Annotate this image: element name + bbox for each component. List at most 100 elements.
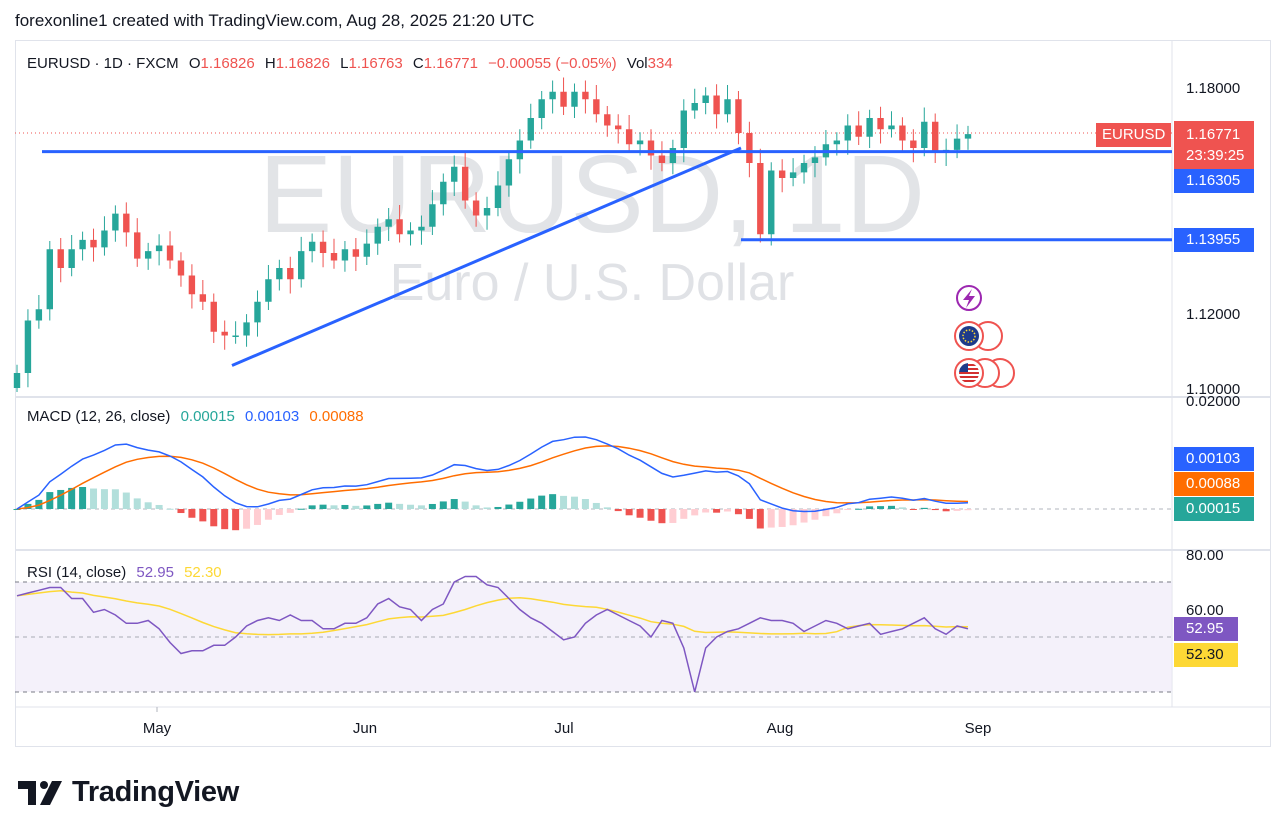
candle-body bbox=[144, 251, 152, 259]
macd-histogram-bar bbox=[680, 509, 688, 519]
candle-body bbox=[778, 170, 786, 178]
macd-histogram-bar bbox=[516, 501, 524, 509]
watermark-symbol: EURUSD, 1D bbox=[259, 133, 925, 256]
candle-body bbox=[735, 99, 742, 133]
tradingview-wordmark: TradingView bbox=[72, 776, 239, 808]
rsi-group bbox=[16, 575, 969, 693]
high-value: 1.16826 bbox=[275, 55, 330, 72]
price-tick-3: 1.10000 bbox=[1186, 381, 1240, 398]
macd-histogram-bar bbox=[232, 509, 240, 531]
macd-histogram-bar bbox=[210, 509, 218, 527]
last-price-tag[interactable]: 1.16771 23:39:25 bbox=[1174, 121, 1254, 169]
macd-histogram-bar bbox=[658, 509, 666, 524]
macd-histogram-bar bbox=[647, 509, 655, 521]
volume-value: 334 bbox=[647, 55, 673, 72]
macd-group bbox=[13, 436, 972, 531]
time-label-jun: Jun bbox=[353, 720, 377, 737]
watermark-description: Euro / U.S. Dollar bbox=[390, 254, 795, 312]
macd-histogram-bar bbox=[417, 505, 425, 509]
macd-signal-line bbox=[16, 445, 969, 510]
us-flag-event-icon[interactable] bbox=[954, 358, 1015, 388]
candle-body bbox=[724, 99, 731, 115]
macd-histogram-bar bbox=[909, 509, 917, 510]
macd-histogram-bar bbox=[407, 504, 415, 509]
candle-body bbox=[505, 159, 513, 186]
macd-histogram-bar bbox=[636, 509, 644, 518]
time-label-may: May bbox=[143, 720, 172, 737]
macd-histogram-bar bbox=[778, 509, 786, 527]
candle-body bbox=[134, 232, 141, 259]
macd-histogram-bar bbox=[833, 509, 841, 514]
candle-body bbox=[757, 163, 764, 235]
rsi-title[interactable]: RSI (14, close) bbox=[27, 564, 127, 581]
candle-body bbox=[768, 170, 775, 235]
tradingview-logo[interactable]: TradingView bbox=[18, 776, 239, 809]
macd-histogram-bar bbox=[221, 509, 229, 530]
drawings-group[interactable] bbox=[42, 146, 1172, 367]
candle-body bbox=[811, 157, 819, 163]
macd-histogram-bar bbox=[920, 507, 928, 509]
macd-histogram-bar bbox=[844, 509, 852, 510]
symbol-legend[interactable]: EURUSD · 1D · FXCM O1.16826 H1.16826 L1.… bbox=[27, 55, 679, 72]
macd-histogram-bar bbox=[144, 502, 152, 509]
macd-histogram-bar bbox=[581, 499, 589, 509]
candle-body bbox=[13, 373, 21, 388]
candle-body bbox=[341, 249, 349, 261]
close-label: C bbox=[412, 55, 424, 72]
macd-histogram-bar bbox=[166, 508, 174, 510]
rsi-ma-tag: 52.30 bbox=[1174, 643, 1238, 667]
candle-body bbox=[953, 138, 961, 150]
rsi-legend[interactable]: RSI (14, close) 52.95 52.30 bbox=[27, 564, 228, 581]
macd-histogram-bar bbox=[756, 509, 764, 529]
candle-body bbox=[385, 219, 392, 227]
macd-histogram-bar bbox=[549, 494, 557, 509]
symbol-tag: EURUSD bbox=[1096, 123, 1172, 147]
macd-histogram-bar bbox=[953, 509, 961, 511]
candle-body bbox=[101, 230, 108, 248]
candle-body bbox=[319, 241, 327, 253]
macd-histogram-bar bbox=[275, 509, 283, 515]
macd-histogram-bar bbox=[877, 506, 885, 509]
candle-body bbox=[68, 249, 75, 268]
candle-body bbox=[516, 140, 524, 160]
rsi-ma-line bbox=[16, 590, 969, 636]
lightning-event-icon[interactable] bbox=[956, 285, 982, 311]
time-label-jul: Jul bbox=[554, 720, 573, 737]
candle-body bbox=[199, 294, 207, 302]
eu-flag-event-icon[interactable] bbox=[954, 321, 1003, 351]
macd-title[interactable]: MACD (12, 26, close) bbox=[27, 408, 171, 425]
macd-histogram-bar bbox=[253, 509, 261, 525]
rsi-value: 52.95 bbox=[136, 564, 174, 581]
candle-body bbox=[932, 121, 939, 152]
candle-body bbox=[702, 95, 709, 103]
macd-histogram-bar bbox=[767, 509, 775, 528]
candle-body bbox=[461, 166, 469, 201]
macd-histogram-bar bbox=[111, 489, 119, 509]
macd-histogram-bar bbox=[472, 505, 480, 509]
macd-histogram-bar bbox=[188, 509, 196, 518]
candle-body bbox=[483, 208, 491, 216]
candle-body bbox=[582, 91, 589, 100]
candle-body bbox=[35, 309, 43, 321]
trend-line[interactable] bbox=[231, 146, 742, 367]
macd-legend[interactable]: MACD (12, 26, close) 0.00015 0.00103 0.0… bbox=[27, 408, 370, 425]
symbol-label[interactable]: EURUSD · 1D · FXCM bbox=[27, 55, 179, 72]
macd-histogram-bar bbox=[385, 502, 393, 509]
candle-body bbox=[123, 213, 130, 233]
candle-body bbox=[921, 121, 928, 148]
candle-body bbox=[166, 245, 174, 261]
hline-tag-1[interactable]: 1.16305 bbox=[1174, 169, 1254, 193]
candle-body bbox=[24, 320, 32, 373]
candle-body bbox=[188, 275, 196, 295]
candle-body bbox=[636, 140, 644, 145]
candle-body bbox=[866, 118, 873, 137]
last-price-value: 1.16771 bbox=[1186, 126, 1241, 143]
candle-body bbox=[844, 125, 851, 141]
hline-tag-2[interactable]: 1.13955 bbox=[1174, 228, 1254, 252]
candle-body bbox=[494, 185, 502, 208]
macd-histogram-bar bbox=[570, 496, 578, 509]
candle-body bbox=[330, 253, 338, 261]
macd-histogram-bar bbox=[68, 487, 76, 509]
macd-histogram-bar bbox=[90, 488, 98, 509]
